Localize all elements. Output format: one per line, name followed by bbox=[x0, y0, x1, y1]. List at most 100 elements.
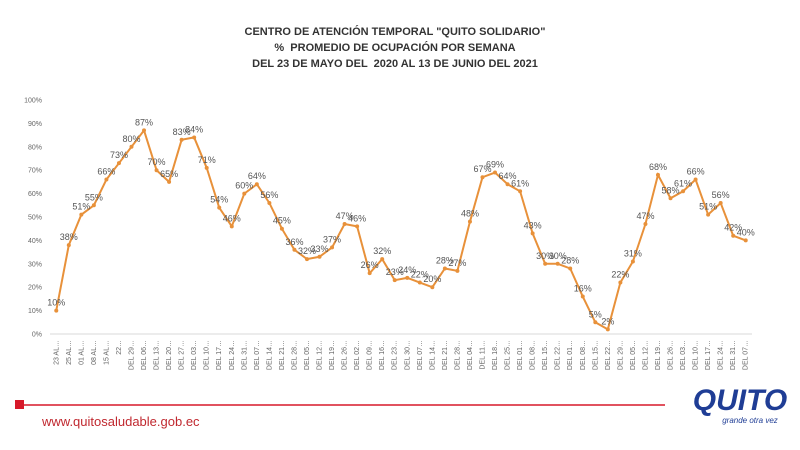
x-tick-label: DEL 15… bbox=[592, 340, 599, 370]
point bbox=[555, 261, 560, 266]
point bbox=[367, 271, 372, 276]
point bbox=[167, 179, 172, 184]
point bbox=[142, 128, 147, 133]
point bbox=[455, 268, 460, 273]
data-label: 68% bbox=[649, 162, 667, 172]
x-tick-label: DEL 23… bbox=[392, 340, 399, 370]
x-tick-label: DEL 04… bbox=[467, 340, 474, 370]
point bbox=[655, 172, 660, 177]
data-label: 23% bbox=[386, 267, 404, 277]
chart-subtitle: DEL 23 DE MAYO DEL 2020 AL 13 DE JUNIO D… bbox=[252, 58, 538, 70]
point bbox=[743, 238, 748, 243]
point bbox=[317, 254, 322, 259]
x-tick-label: DEL 24… bbox=[229, 340, 236, 370]
point bbox=[593, 320, 598, 325]
data-label: 51% bbox=[699, 202, 717, 212]
point bbox=[693, 177, 698, 182]
point bbox=[330, 245, 335, 250]
data-label: 80% bbox=[122, 134, 140, 144]
point bbox=[54, 308, 59, 313]
x-tick-label: DEL 01… bbox=[567, 340, 574, 370]
point bbox=[79, 212, 84, 217]
data-label: 28% bbox=[561, 255, 579, 265]
point bbox=[493, 170, 498, 175]
data-label: 55% bbox=[85, 192, 103, 202]
data-label: 32% bbox=[298, 246, 316, 256]
data-label: 31% bbox=[624, 248, 642, 258]
data-label: 47% bbox=[636, 211, 654, 221]
data-label: 64% bbox=[248, 171, 266, 181]
point bbox=[154, 168, 159, 173]
point bbox=[267, 200, 272, 205]
data-label: 32% bbox=[373, 246, 391, 256]
x-tick-label: DEL 20… bbox=[166, 340, 173, 370]
data-label: 2% bbox=[601, 316, 614, 326]
x-tick-label: DEL 12… bbox=[642, 340, 649, 370]
data-label: 61% bbox=[511, 178, 529, 188]
data-label: 43% bbox=[524, 220, 542, 230]
x-tick-label: DEL 08… bbox=[580, 340, 587, 370]
data-label: 28% bbox=[436, 255, 454, 265]
y-tick-label: 70% bbox=[28, 168, 42, 175]
x-tick-label: DEL 07… bbox=[743, 340, 750, 370]
data-label: 46% bbox=[223, 213, 241, 223]
point bbox=[505, 182, 510, 187]
point bbox=[731, 233, 736, 238]
x-tick-label: DEL 29… bbox=[617, 340, 624, 370]
data-label: 47% bbox=[336, 211, 354, 221]
x-tick-label: 08 AL… bbox=[91, 340, 98, 365]
x-tick-label: DEL 24… bbox=[718, 340, 725, 370]
y-tick-label: 80% bbox=[28, 144, 42, 151]
x-tick-label: DEL 03… bbox=[191, 340, 198, 370]
point bbox=[405, 275, 410, 280]
data-label: 16% bbox=[574, 284, 592, 294]
y-tick-label: 20% bbox=[28, 285, 42, 292]
x-tick-label: 01 AL… bbox=[78, 340, 85, 365]
point bbox=[91, 203, 96, 208]
logo: QUITO bbox=[693, 384, 787, 417]
x-tick-label: DEL 16… bbox=[379, 340, 386, 370]
data-label: 30% bbox=[536, 251, 554, 261]
data-label: 83% bbox=[173, 127, 191, 137]
x-tick-label: DEL 11… bbox=[479, 340, 486, 370]
y-tick-label: 100% bbox=[24, 98, 42, 105]
data-label: 38% bbox=[60, 232, 78, 242]
data-label: 40% bbox=[737, 227, 755, 237]
x-tick-label: DEL 07… bbox=[254, 340, 261, 370]
data-label: 5% bbox=[589, 309, 602, 319]
x-tick-label: DEL 26… bbox=[342, 340, 349, 370]
point bbox=[392, 278, 397, 283]
footer-url: www.quitosaludable.gob.ec bbox=[41, 414, 200, 429]
point bbox=[292, 247, 297, 252]
x-tick-label: DEL 09… bbox=[367, 340, 374, 370]
point bbox=[543, 261, 548, 266]
data-label: 66% bbox=[97, 167, 115, 177]
x-tick-label: DEL 08… bbox=[530, 340, 537, 370]
x-tick-label: DEL 28… bbox=[291, 340, 298, 370]
point bbox=[430, 285, 435, 290]
y-tick-label: 0% bbox=[32, 332, 42, 339]
data-label: 65% bbox=[160, 169, 178, 179]
point bbox=[568, 266, 573, 271]
data-label: 84% bbox=[185, 124, 203, 134]
point bbox=[342, 222, 347, 227]
point bbox=[229, 224, 234, 229]
point bbox=[254, 182, 259, 187]
x-tick-label: DEL 07… bbox=[417, 340, 424, 370]
x-tick-label: DEL 05… bbox=[630, 340, 637, 370]
point bbox=[618, 280, 623, 285]
y-tick-label: 40% bbox=[28, 238, 42, 245]
x-tick-label: DEL 21… bbox=[442, 340, 449, 370]
x-tick-label: DEL 27… bbox=[179, 340, 186, 370]
data-label: 66% bbox=[687, 167, 705, 177]
point bbox=[442, 266, 447, 271]
x-tick-label: DEL 21… bbox=[279, 340, 286, 370]
chart-title: CENTRO DE ATENCIÓN TEMPORAL "QUITO SOLID… bbox=[245, 25, 546, 38]
point bbox=[355, 224, 360, 229]
point bbox=[66, 243, 71, 248]
point bbox=[480, 175, 485, 180]
point bbox=[706, 212, 711, 217]
data-label: 64% bbox=[499, 171, 517, 181]
x-tick-label: DEL 03… bbox=[680, 340, 687, 370]
point bbox=[668, 196, 673, 201]
